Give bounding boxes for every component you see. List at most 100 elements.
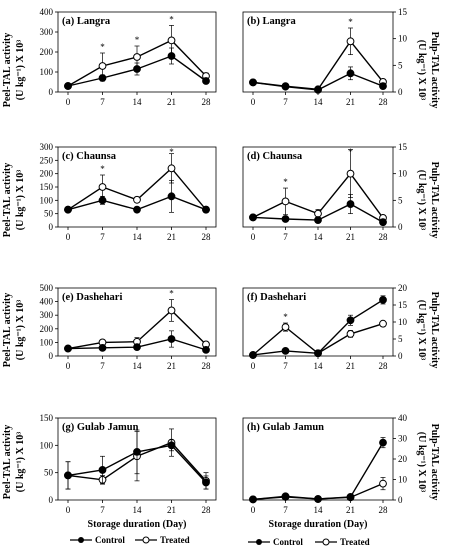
x-tick-label: 7: [100, 361, 105, 371]
control-point: [249, 495, 257, 504]
svg-text:Peel-TAL activity: Peel-TAL activity: [2, 293, 13, 368]
y-tick-label: 300: [40, 142, 54, 152]
x-tick-label: 0: [251, 97, 256, 107]
x-tick-label: 28: [202, 97, 212, 107]
y-tick-label: 50: [44, 468, 54, 478]
panel-f: 0 5 10 15 20 0 7 14 21 28 (f) Dashehari *: [242, 283, 408, 371]
x-tick-label: 21: [167, 232, 176, 242]
x-tick-label: 28: [379, 361, 389, 371]
panel-d: 0 5 10 15 0 7 14 21 28 (d) Chaunsa * *: [242, 142, 408, 242]
y-tick-label: 0: [398, 87, 403, 97]
treated-point: [346, 37, 355, 46]
y-tick-label: 0: [49, 87, 54, 97]
svg-text:(U kg⁻¹) X 10³: (U kg⁻¹) X 10³: [15, 432, 26, 492]
y-tick-label: 400: [40, 297, 54, 307]
x-tick-label: 0: [66, 505, 71, 515]
y-tick-label: 250: [40, 155, 54, 165]
control-point: [249, 213, 257, 222]
treated-point: [133, 195, 141, 204]
y-tick-label: 30: [398, 434, 408, 444]
y-tick-label: 400: [40, 7, 54, 17]
control-point: [249, 351, 257, 359]
legend-control-marker: [256, 539, 262, 545]
svg-text:(U kg⁻¹) X 10³: (U kg⁻¹) X 10³: [15, 300, 26, 360]
svg-text:Peel-TAL activity: Peel-TAL activity: [2, 163, 13, 238]
y-tick-label: 0: [49, 495, 54, 505]
treated-point: [167, 164, 176, 173]
control-point: [379, 218, 387, 227]
control-point: [64, 205, 72, 214]
panel-title: (d) Chaunsa: [247, 151, 303, 162]
y-tick-label: 10: [398, 34, 408, 44]
x-tick-label: 0: [66, 232, 71, 242]
peel-ylabel-a: Peel-TAL activity (U kg⁻¹) X 10³: [2, 33, 26, 108]
control-point: [379, 82, 387, 91]
treated-point: [281, 323, 290, 332]
control-point: [202, 205, 210, 214]
control-point: [379, 296, 387, 304]
x-tick-label: 21: [346, 232, 355, 242]
control-point: [249, 78, 257, 87]
treated-point: [98, 183, 107, 191]
panel-g: 0 50 100 150 0 7 14 21 28 (g) Gulab Jamun: [40, 413, 217, 515]
panel-title: (c) Chaunsa: [62, 151, 117, 162]
significance-star: *: [100, 164, 105, 174]
svg-text:(U kg⁻¹) X 10³: (U kg⁻¹) X 10³: [416, 300, 427, 360]
x-tick-label: 14: [314, 232, 324, 242]
panel-title: (b) Langra: [247, 16, 296, 27]
control-point: [64, 344, 72, 353]
legend-control-label: Control: [95, 535, 125, 545]
control-point: [133, 65, 141, 73]
y-tick-label: 150: [40, 182, 54, 192]
x-tick-label: 14: [133, 505, 143, 515]
control-point: [346, 69, 355, 78]
y-tick-label: 200: [40, 47, 54, 57]
control-point: [133, 343, 141, 352]
y-tick-label: 50: [44, 209, 54, 219]
treated-point: [167, 306, 176, 315]
legend-right: Control Treated: [248, 537, 370, 547]
svg-text:(U kg⁻¹) X 10³: (U kg⁻¹) X 10³: [15, 40, 26, 100]
legend-left: Control Treated: [70, 535, 190, 545]
x-tick-label: 7: [283, 97, 288, 107]
control-point: [133, 205, 141, 214]
svg-text:Peel-TAL activity: Peel-TAL activity: [2, 33, 13, 108]
x-tick-label: 7: [100, 505, 105, 515]
legend-control-marker: [78, 537, 84, 543]
peel-ylabel-e: Peel-TAL activity (U kg⁻¹) X 10³: [2, 293, 26, 368]
y-tick-label: 15: [398, 142, 408, 152]
y-tick-label: 15: [398, 300, 408, 310]
y-tick-label: 100: [40, 67, 54, 77]
y-tick-label: 15: [398, 7, 408, 17]
x-tick-label: 14: [133, 232, 143, 242]
significance-star: *: [169, 14, 174, 24]
panel-b: 0 5 10 15 0 7 14 21 28 (b) Langra *: [242, 7, 408, 107]
legend-treated-marker: [322, 538, 330, 546]
y-tick-label: 5: [398, 60, 403, 70]
y-tick-label: 100: [40, 440, 54, 450]
significance-star: *: [348, 17, 353, 27]
x-tick-label: 0: [66, 361, 71, 371]
significance-star: *: [135, 35, 140, 45]
x-tick-label: 7: [283, 505, 288, 515]
panel-a: 0 100 200 300 400 0 7 14 21 28 (a) Langra * * *: [40, 7, 217, 107]
x-axis-title-left: Storage duration (Day): [88, 519, 187, 530]
x-tick-label: 28: [379, 232, 389, 242]
panel-e: 0 100 200 300 400 500 0 7 14 21 28 (e) Dashehari *: [40, 283, 217, 371]
control-point: [98, 466, 107, 474]
peel-ylabel-c: Peel-TAL activity (U kg⁻¹) X 10³: [2, 163, 26, 238]
x-tick-label: 21: [167, 97, 176, 107]
x-tick-label: 7: [100, 232, 105, 242]
x-tick-label: 28: [202, 232, 212, 242]
y-tick-label: 300: [40, 27, 54, 37]
treated-point: [133, 53, 141, 61]
significance-star: *: [169, 147, 174, 157]
significance-star: *: [169, 289, 174, 299]
control-point: [167, 335, 176, 343]
control-point: [281, 215, 290, 223]
x-tick-label: 28: [202, 361, 212, 371]
x-tick-label: 0: [66, 97, 71, 107]
significance-star: *: [100, 42, 105, 52]
